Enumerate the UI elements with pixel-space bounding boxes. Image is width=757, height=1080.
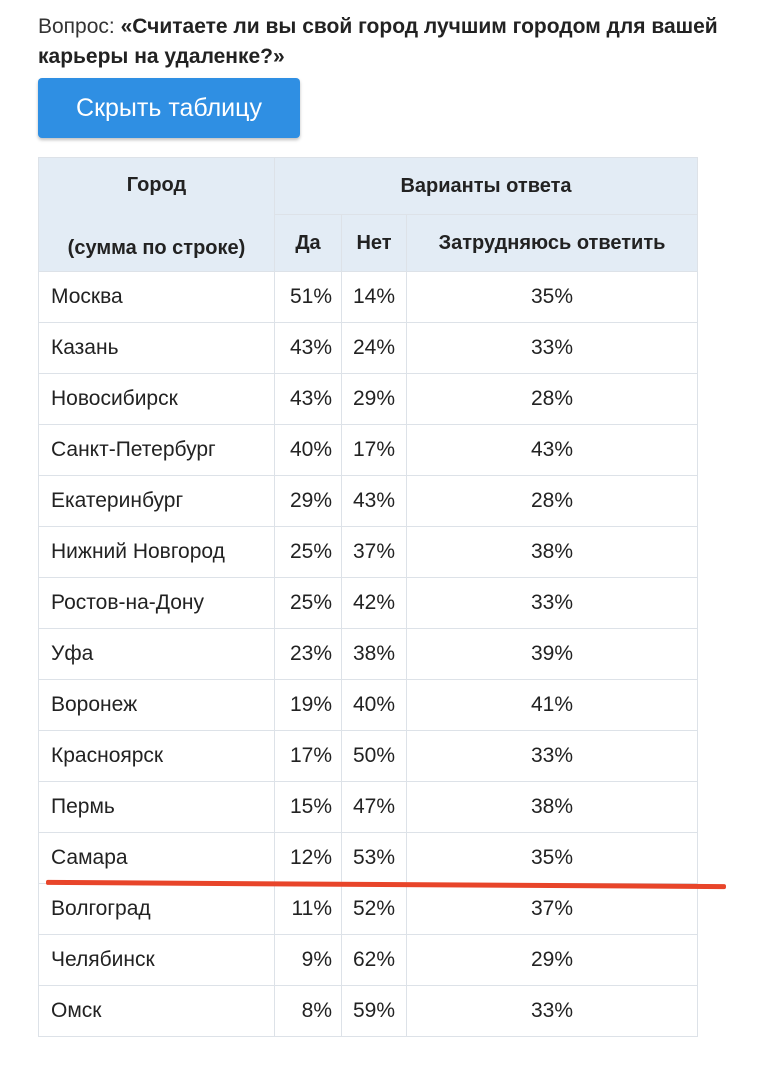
no-cell: 40%	[341, 679, 407, 731]
yes-cell: 43%	[274, 322, 342, 374]
yes-cell: 12%	[274, 832, 342, 884]
city-cell: Красноярск	[38, 730, 275, 782]
no-column-header: Нет	[341, 214, 407, 272]
table-body: Москва 51% 14% 35% Казань 43% 24% 33% Новосибирс…	[38, 271, 698, 1037]
no-cell: 50%	[341, 730, 407, 782]
no-cell: 24%	[341, 322, 407, 374]
yes-cell: 29%	[274, 475, 342, 527]
table-row: Пермь 15% 47% 38%	[38, 781, 698, 833]
yes-cell: 17%	[274, 730, 342, 782]
no-cell: 62%	[341, 934, 407, 986]
hard-to-say-cell: 38%	[406, 781, 698, 833]
hide-table-button[interactable]: Скрыть таблицу	[38, 78, 300, 138]
city-cell: Екатеринбург	[38, 475, 275, 527]
yes-cell: 25%	[274, 577, 342, 629]
no-cell: 42%	[341, 577, 407, 629]
table-row: Волгоград 11% 52% 37%	[38, 883, 698, 935]
hard-to-say-cell: 33%	[406, 985, 698, 1037]
yes-cell: 40%	[274, 424, 342, 476]
results-table: Город (сумма по строке) Варианты ответа …	[38, 157, 698, 1037]
table-row: Москва 51% 14% 35%	[38, 271, 698, 323]
hard-to-say-cell: 39%	[406, 628, 698, 680]
no-cell: 47%	[341, 781, 407, 833]
no-cell: 17%	[341, 424, 407, 476]
yes-cell: 11%	[274, 883, 342, 935]
no-cell: 14%	[341, 271, 407, 323]
city-cell: Омск	[38, 985, 275, 1037]
yes-cell: 51%	[274, 271, 342, 323]
no-cell: 38%	[341, 628, 407, 680]
table-row: Омск 8% 59% 33%	[38, 985, 698, 1037]
table-row: Ростов-на-Дону 25% 42% 33%	[38, 577, 698, 629]
hard-to-say-cell: 29%	[406, 934, 698, 986]
hard-to-say-column-header: Затрудняюсь ответить	[406, 214, 698, 272]
question-text: «Считаете ли вы свой город лучшим городо…	[38, 15, 718, 68]
no-cell: 29%	[341, 373, 407, 425]
hard-to-say-cell: 33%	[406, 322, 698, 374]
table-row: Новосибирск 43% 29% 28%	[38, 373, 698, 425]
hard-to-say-cell: 37%	[406, 883, 698, 935]
city-cell: Нижний Новгород	[38, 526, 275, 578]
table-row: Казань 43% 24% 33%	[38, 322, 698, 374]
no-cell: 43%	[341, 475, 407, 527]
hard-to-say-cell: 41%	[406, 679, 698, 731]
table-row: Челябинск 9% 62% 29%	[38, 934, 698, 986]
yes-cell: 23%	[274, 628, 342, 680]
hard-to-say-cell: 38%	[406, 526, 698, 578]
hard-to-say-cell: 28%	[406, 373, 698, 425]
city-cell: Челябинск	[38, 934, 275, 986]
table-row: Санкт-Петербург 40% 17% 43%	[38, 424, 698, 476]
no-cell: 59%	[341, 985, 407, 1037]
hard-to-say-cell: 33%	[406, 577, 698, 629]
city-cell: Уфа	[38, 628, 275, 680]
city-header-sublabel: (сумма по строке)	[67, 237, 246, 259]
city-cell: Пермь	[38, 781, 275, 833]
yes-cell: 25%	[274, 526, 342, 578]
city-cell: Санкт-Петербург	[38, 424, 275, 476]
city-cell: Самара	[38, 832, 275, 884]
city-cell: Москва	[38, 271, 275, 323]
no-cell: 37%	[341, 526, 407, 578]
hard-to-say-cell: 35%	[406, 832, 698, 884]
city-cell: Новосибирск	[38, 373, 275, 425]
hard-to-say-cell: 43%	[406, 424, 698, 476]
table-row: Нижний Новгород 25% 37% 38%	[38, 526, 698, 578]
yes-cell: 9%	[274, 934, 342, 986]
no-cell: 52%	[341, 883, 407, 935]
no-cell: 53%	[341, 832, 407, 884]
table-row: Екатеринбург 29% 43% 28%	[38, 475, 698, 527]
table-row: Самара 12% 53% 35%	[38, 832, 698, 884]
table-row: Уфа 23% 38% 39%	[38, 628, 698, 680]
yes-cell: 15%	[274, 781, 342, 833]
table-row: Красноярск 17% 50% 33%	[38, 730, 698, 782]
hard-to-say-cell: 28%	[406, 475, 698, 527]
poll-question: Вопрос: «Считаете ли вы свой город лучши…	[38, 12, 738, 72]
hard-to-say-cell: 35%	[406, 271, 698, 323]
yes-cell: 19%	[274, 679, 342, 731]
city-cell: Волгоград	[38, 883, 275, 935]
city-header-label: Город	[126, 174, 187, 196]
answers-group-header: Варианты ответа	[274, 157, 698, 215]
hard-to-say-cell: 33%	[406, 730, 698, 782]
city-cell: Ростов-на-Дону	[38, 577, 275, 629]
city-cell: Казань	[38, 322, 275, 374]
table-row: Воронеж 19% 40% 41%	[38, 679, 698, 731]
yes-column-header: Да	[274, 214, 342, 272]
yes-cell: 43%	[274, 373, 342, 425]
city-column-header: Город (сумма по строке)	[38, 157, 275, 272]
yes-cell: 8%	[274, 985, 342, 1037]
city-cell: Воронеж	[38, 679, 275, 731]
question-prefix: Вопрос:	[38, 15, 121, 38]
